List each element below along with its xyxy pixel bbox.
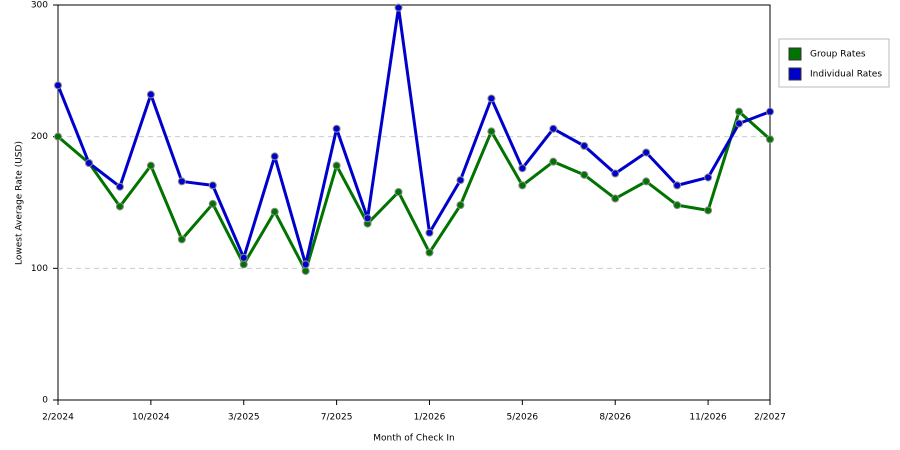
data-point (518, 181, 527, 190)
data-point (84, 159, 93, 167)
data-point (332, 161, 341, 170)
data-point (239, 260, 248, 269)
x-tick-label: 10/2024 (132, 413, 170, 423)
data-point (394, 187, 403, 196)
data-point (301, 266, 310, 275)
x-tick-label: 11/2026 (689, 413, 727, 423)
series-line (57, 110, 771, 273)
data-point (704, 206, 713, 215)
data-point (54, 132, 62, 141)
data-point (270, 207, 279, 216)
data-point (54, 81, 62, 90)
y-axis-label: Lowest Average Rate (USD) (15, 141, 25, 265)
legend-label: Individual Rates (810, 70, 882, 80)
y-tick-label: 100 (31, 264, 48, 274)
data-point (487, 94, 496, 103)
x-tick-label: 8/2026 (599, 413, 631, 423)
data-point (735, 119, 744, 128)
data-point (735, 107, 744, 116)
x-axis-label: Month of Check In (373, 434, 455, 444)
data-point (611, 169, 620, 178)
data-point (580, 170, 589, 179)
x-tick-label: 5/2026 (507, 413, 539, 423)
data-point (642, 177, 651, 186)
data-point (177, 177, 186, 186)
x-tick-label: 7/2025 (321, 413, 353, 423)
data-point (363, 214, 372, 223)
y-tick-label: 0 (42, 396, 48, 406)
x-tick-label: 3/2025 (228, 413, 260, 423)
data-point (766, 107, 774, 116)
data-point (549, 157, 558, 166)
data-point (766, 135, 774, 144)
data-point (270, 152, 279, 161)
legend-label: Group Rates (810, 50, 866, 60)
data-point (146, 161, 155, 170)
data-point (704, 173, 713, 182)
data-point (425, 228, 434, 237)
legend-swatch (788, 47, 802, 61)
data-point (580, 141, 589, 150)
data-point (518, 164, 527, 173)
y-tick-label: 200 (31, 132, 48, 142)
data-point (549, 124, 558, 133)
x-tick-label: 2/2024 (42, 413, 74, 423)
data-point (177, 235, 186, 244)
data-point (642, 148, 651, 157)
data-point (208, 199, 217, 208)
legend-swatch (788, 67, 802, 81)
plot-area (57, 4, 771, 401)
data-point (456, 176, 465, 185)
x-tick-label: 1/2026 (414, 413, 446, 423)
data-point (332, 124, 341, 133)
legend: Group Rates Individual Rates (778, 38, 890, 88)
data-point (673, 201, 682, 210)
data-point (487, 127, 496, 136)
data-point (115, 202, 124, 211)
data-point (456, 201, 465, 210)
data-point (146, 90, 155, 99)
data-point (208, 181, 217, 190)
y-tick-label: 300 (31, 1, 48, 11)
data-point (611, 194, 620, 203)
series-line (56, 6, 771, 266)
data-point (301, 260, 310, 269)
data-point (239, 253, 248, 262)
data-point (425, 248, 434, 257)
data-point (394, 3, 403, 12)
data-point (115, 182, 124, 191)
x-tick-label: 2/2027 (754, 413, 786, 423)
data-point (673, 181, 682, 190)
